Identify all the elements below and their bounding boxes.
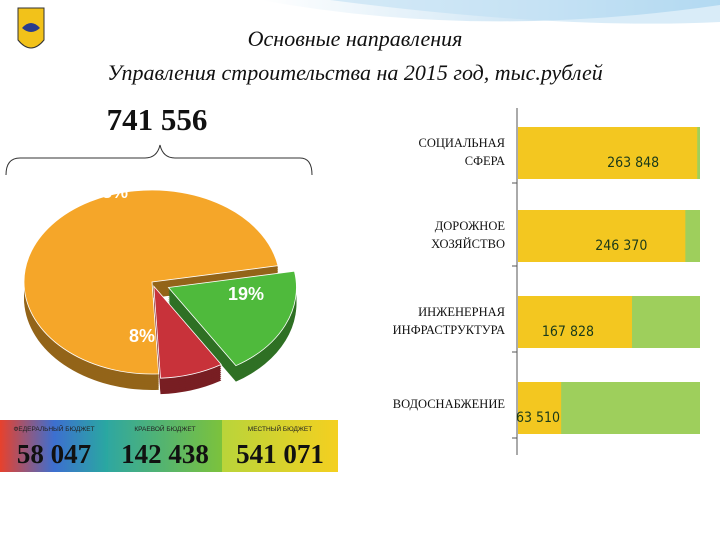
bar-value-label: 246 370 [595, 238, 647, 254]
pie-slice [167, 270, 297, 367]
budget-amount: 58 047 [17, 439, 91, 469]
title-line: Управления строительства на 2015 год, ты… [107, 60, 602, 85]
budget-label: МЕСТНЫЙ БЮДЖЕТ [248, 424, 312, 433]
bar-category: СОЦИАЛЬНАЯ СФЕРА [419, 136, 506, 168]
bar [518, 127, 698, 179]
budget-box [222, 420, 338, 472]
bar-value-label: 263 848 [607, 155, 659, 171]
bar [518, 382, 562, 434]
budget-label: КРАЕВОЙ БЮДЖЕТ [134, 424, 195, 433]
bar [518, 210, 686, 262]
budget-label: ФЕДЕРАЛЬНЫЙ БЮДЖЕТ [13, 424, 94, 433]
brace [5, 144, 313, 176]
pie-slice [153, 285, 222, 379]
pie-label: 8% [129, 326, 155, 346]
bar-value-label: 167 828 [542, 324, 594, 340]
total: 741 556 [107, 102, 208, 137]
pie-label: 73% [92, 182, 128, 202]
bar-value-label: 63 510 [516, 410, 560, 426]
bar-category: ВОДОСНАБЖЕНИЕ [393, 397, 506, 411]
coat-of-arms-detail [22, 23, 40, 32]
pie-label: 19% [228, 284, 264, 304]
bar [518, 296, 632, 348]
budget-box [0, 420, 108, 472]
header-swoosh [330, 0, 720, 24]
pie-slice [23, 189, 279, 375]
title-line: Основные направления [248, 26, 463, 51]
bar-category: ИНЖЕНЕРНАЯ ИНФРАСТРУКТУРА [393, 305, 505, 337]
budget-amount: 142 438 [121, 439, 209, 469]
bar-category: ДОРОЖНОЕ ХОЗЯЙСТВО [431, 219, 505, 251]
budget-box [108, 420, 222, 472]
budget-amount: 541 071 [236, 439, 324, 469]
